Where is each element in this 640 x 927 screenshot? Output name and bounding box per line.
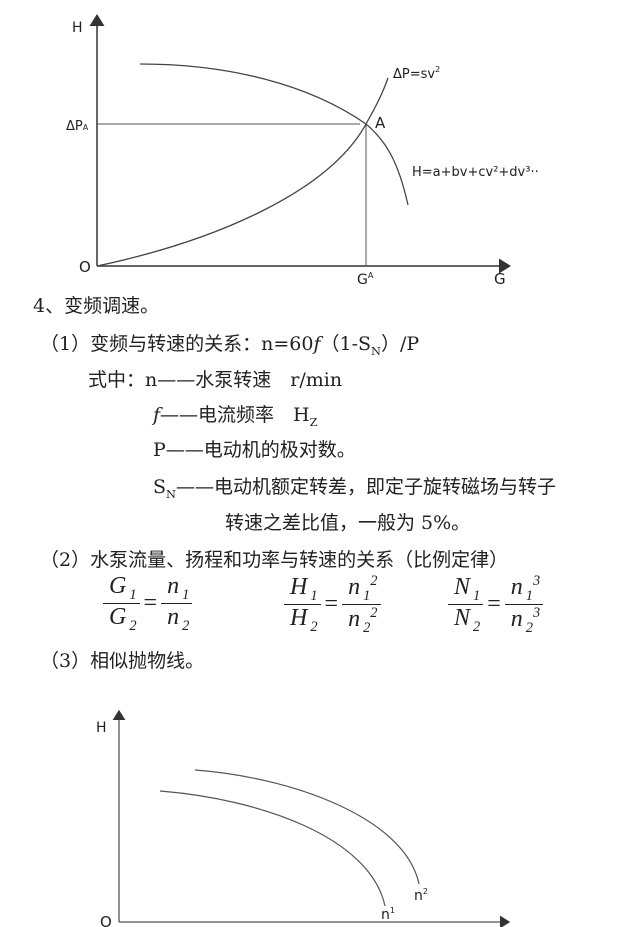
pump-system-curve-diagram: H G O ΔPA A GA ΔP=sv2 H=a+bv+cv²+dv³·· xyxy=(66,14,539,288)
item-3: （3）相似抛物线。 xyxy=(40,650,205,672)
y-axis-label: H xyxy=(96,720,107,736)
section-heading: 4、变频调速。 xyxy=(33,295,160,317)
pump-curve xyxy=(139,63,409,206)
similar-parabola-diagram: H O n1 n2 xyxy=(96,709,511,927)
curve-n1-label: n1 xyxy=(381,906,395,923)
dp-a-label: ΔPA xyxy=(66,119,89,134)
definition-n: 式中：n——水泵转速 r/min xyxy=(88,369,343,391)
system-curve-label: ΔP=sv2 xyxy=(393,65,440,82)
system-curve xyxy=(96,77,389,267)
y-axis-label: H xyxy=(72,20,83,36)
pump-curve-label: H=a+bv+cv²+dv³·· xyxy=(412,165,539,180)
curve-n2-label: n2 xyxy=(414,887,428,904)
definition-sn: SN——电动机额定转差，即定子旋转磁场与转子 xyxy=(153,476,557,501)
definition-sn-continued: 转速之差比值，一般为 5%。 xyxy=(225,512,471,534)
origin-label: O xyxy=(100,913,112,927)
item-2: （2）水泵流量、扬程和功率与转速的关系（比例定律） xyxy=(40,549,509,571)
x-axis-label: G xyxy=(494,270,506,288)
item-1: （1）变频与转速的关系：n=60f（1-SN）/P xyxy=(40,333,420,358)
curve-n1 xyxy=(159,790,386,907)
curve-n2 xyxy=(194,769,420,885)
origin-label: O xyxy=(79,258,91,276)
point-a-label: A xyxy=(375,114,386,132)
definition-f: f——电流频率 HZ xyxy=(153,404,318,429)
ga-label: GA xyxy=(357,271,374,288)
definition-p: P——电动机的极对数。 xyxy=(153,439,356,461)
